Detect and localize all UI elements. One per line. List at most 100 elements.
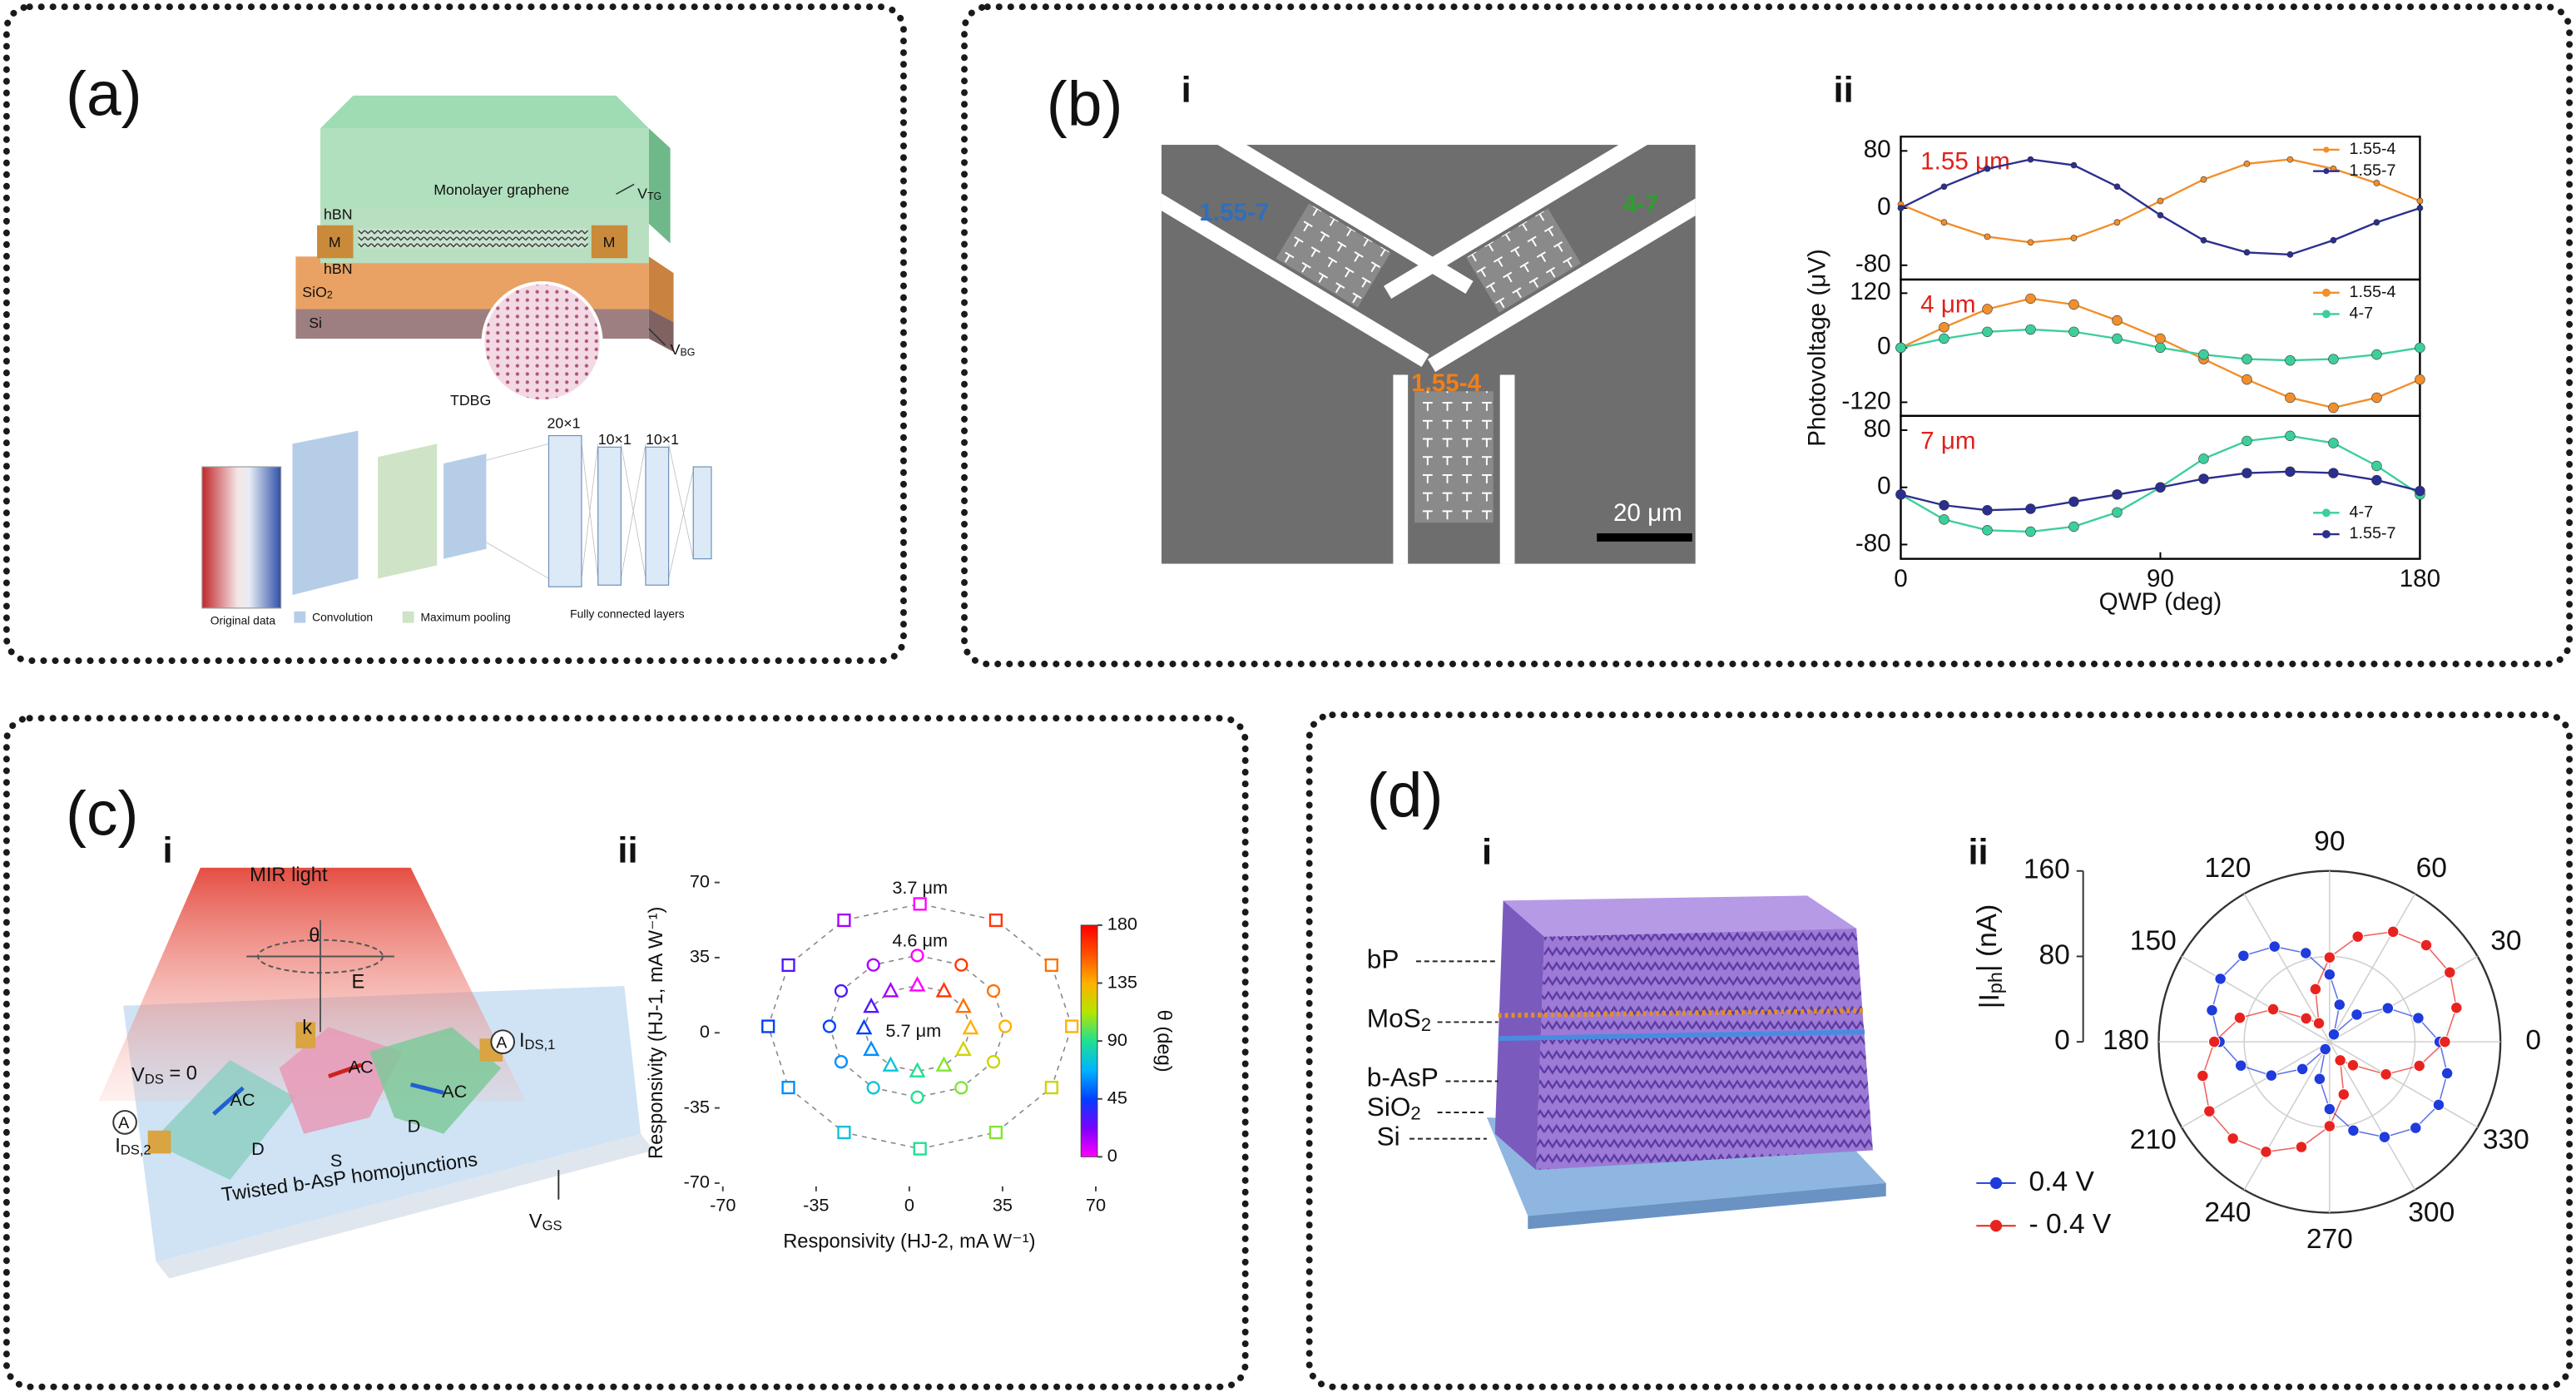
data-point bbox=[2243, 249, 2251, 256]
data-point bbox=[1984, 165, 1991, 172]
angle-label: 60 bbox=[2416, 853, 2447, 884]
arm-left bbox=[1161, 145, 1474, 368]
data-point bbox=[2300, 947, 2312, 959]
ac-arrow bbox=[328, 1063, 363, 1078]
data-point bbox=[2198, 349, 2209, 360]
fc-layers-part bbox=[597, 446, 622, 586]
data-point bbox=[2386, 925, 2400, 939]
connections-part bbox=[486, 443, 549, 461]
heterostructure: bP MoS2 b-AsP SiO2 Si bbox=[1367, 895, 1886, 1230]
data-point bbox=[2203, 1105, 2216, 1117]
grid-line bbox=[2243, 893, 2331, 1043]
ammeter-label: A bbox=[118, 1114, 130, 1132]
subpanel-label: ii bbox=[1968, 833, 1988, 873]
legend-label: 4-7 bbox=[2350, 503, 2374, 522]
schematic-label: D bbox=[408, 1116, 421, 1137]
arm-right bbox=[1384, 145, 1696, 372]
data-point bbox=[2268, 940, 2281, 953]
schematic-label: VGS bbox=[529, 1211, 562, 1234]
data-point bbox=[954, 1081, 968, 1095]
text-part: V bbox=[131, 1065, 145, 1087]
data-point bbox=[2242, 435, 2252, 447]
angle-label: 300 bbox=[2408, 1197, 2455, 1228]
data-point bbox=[2346, 1059, 2360, 1072]
mos2-layer bbox=[1498, 1008, 1865, 1018]
device-label: Monolayer graphene bbox=[433, 181, 569, 198]
data-point bbox=[2371, 474, 2382, 486]
legend-marker bbox=[2323, 146, 2330, 153]
data-point bbox=[1044, 1080, 1058, 1095]
data-point bbox=[1939, 333, 1949, 344]
data-point bbox=[2070, 235, 2078, 242]
y-axis-label: Responsivity (HJ-1, mA W⁻¹) bbox=[646, 907, 667, 1159]
data-point bbox=[2412, 1012, 2425, 1024]
data-point bbox=[2416, 205, 2424, 211]
metal-contact bbox=[591, 225, 628, 259]
data-point bbox=[962, 1018, 979, 1035]
text-part: MoS bbox=[1367, 1003, 1421, 1033]
data-point bbox=[2351, 930, 2364, 943]
cnn-label: Maximum pooling bbox=[420, 610, 510, 623]
data-point bbox=[2242, 468, 2252, 478]
data-point bbox=[2112, 507, 2123, 518]
device-label: Si bbox=[309, 315, 322, 331]
flake bbox=[151, 1059, 296, 1180]
data-point bbox=[2440, 1067, 2454, 1080]
data-point bbox=[913, 1142, 927, 1156]
data-point bbox=[2373, 219, 2380, 226]
data-point bbox=[2112, 333, 2123, 344]
electrode bbox=[1393, 374, 1409, 564]
legend-label: 0.4 V bbox=[2029, 1167, 2094, 1197]
interface-layer bbox=[1498, 1029, 1865, 1042]
data-point bbox=[2313, 1072, 2326, 1085]
ammeter-label: A bbox=[496, 1033, 508, 1052]
data-point bbox=[2068, 521, 2079, 533]
x-tick-label: 70 bbox=[1086, 1194, 1106, 1215]
angle-label: 330 bbox=[2483, 1124, 2529, 1155]
data-point bbox=[2068, 326, 2079, 338]
legend-label: 4-7 bbox=[2350, 305, 2374, 323]
electrode bbox=[295, 1022, 316, 1049]
data-point bbox=[2157, 197, 2164, 205]
data-point bbox=[2214, 973, 2227, 985]
grid-line bbox=[2329, 1041, 2416, 1191]
data-point bbox=[910, 949, 924, 963]
colorbar-label: θ (deg) bbox=[1153, 1010, 1175, 1072]
data-point bbox=[2380, 1068, 2392, 1081]
ac-arrow bbox=[410, 1082, 444, 1095]
data-point bbox=[2323, 951, 2336, 964]
data-point bbox=[2319, 1043, 2331, 1056]
conv-block bbox=[292, 430, 359, 596]
data-point bbox=[1895, 489, 1906, 500]
panel-frame bbox=[1305, 711, 2574, 1390]
y-tick-label: 80 bbox=[1864, 415, 1891, 443]
legend-label: 1.55-4 bbox=[2350, 283, 2396, 301]
data-point bbox=[2243, 160, 2251, 167]
data-point bbox=[2242, 374, 2252, 385]
data-point bbox=[2285, 354, 2296, 366]
data-point bbox=[866, 1081, 880, 1095]
y-tick-label: 120 bbox=[1850, 278, 1890, 305]
data-point bbox=[2285, 430, 2296, 442]
device-schematic: Monolayer graphene VTG hBN M M hBN SiO2 … bbox=[295, 95, 695, 409]
data-point bbox=[954, 1040, 972, 1057]
text-part: Si bbox=[1377, 1122, 1400, 1152]
schematic-label: k bbox=[302, 1018, 312, 1039]
leader bbox=[616, 183, 635, 195]
data-point bbox=[2334, 1054, 2346, 1067]
data-point bbox=[2113, 183, 2121, 191]
grid-line bbox=[2329, 893, 2416, 1043]
data-point bbox=[2323, 1102, 2336, 1116]
substrate-edge bbox=[156, 1133, 654, 1279]
data-point bbox=[1984, 233, 1991, 240]
data-point bbox=[2027, 239, 2034, 246]
data-point bbox=[1940, 183, 1948, 191]
data-point bbox=[2371, 460, 2382, 472]
pool-block bbox=[378, 443, 438, 579]
legend-marker bbox=[2321, 508, 2331, 518]
legend-label: 1.55-4 bbox=[2350, 140, 2396, 158]
panel-c: (c) i ii MIR light θ E k VDS = bbox=[66, 778, 654, 1279]
annotation: 1.55 μm bbox=[1920, 148, 2010, 176]
subscript: DS bbox=[145, 1072, 164, 1087]
